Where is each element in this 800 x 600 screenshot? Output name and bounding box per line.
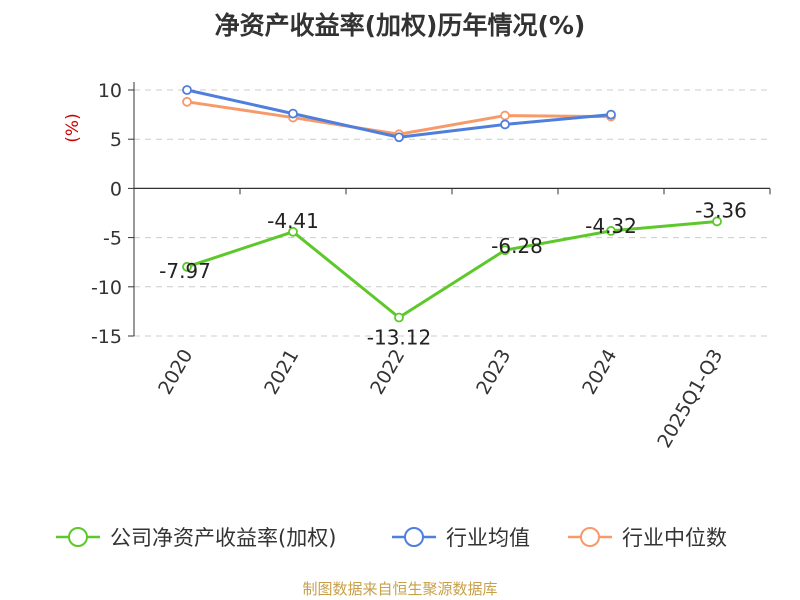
x-tick-label: 2020 (154, 346, 197, 399)
x-tick-labels: 2020 2021 2022 2023 2024 2025Q1-Q3 (154, 346, 727, 452)
y-tick-label: -10 (91, 277, 122, 299)
data-label: -3.36 (695, 198, 747, 222)
data-label: -4.32 (585, 214, 637, 238)
data-label: -4.41 (267, 209, 319, 233)
data-labels: -7.97 -4.41 -13.12 -6.28 -4.32 -3.36 (159, 198, 747, 349)
data-point (500, 245, 510, 256)
data-point (182, 261, 192, 272)
grid-lines (134, 89, 770, 337)
y-tick-label: -15 (91, 326, 122, 348)
source-note: 制图数据来自恒生聚源数据库 (302, 580, 498, 598)
data-point (182, 96, 192, 107)
x-tick-label: 2023 (472, 346, 515, 399)
x-tick-label: 2024 (578, 346, 621, 399)
data-point (606, 226, 616, 236)
legend-marker (68, 527, 88, 547)
series-line (186, 219, 718, 320)
series-group (182, 85, 722, 323)
x-tick-label: 2025Q1-Q3 (653, 346, 727, 452)
data-label: -6.28 (491, 234, 543, 258)
data-point (182, 85, 192, 95)
legend-label: 公司净资产收益率(加权) (110, 526, 336, 550)
data-label: -13.12 (367, 326, 431, 350)
data-label: -7.97 (159, 259, 211, 283)
legend: 公司净资产收益率(加权) 行业均值 行业中位数 (56, 526, 727, 550)
data-point (500, 119, 510, 130)
legend-marker (580, 527, 600, 547)
data-point (394, 132, 404, 143)
y-tick-label: 0 (110, 178, 122, 200)
legend-label: 行业均值 (446, 526, 530, 550)
data-point (394, 312, 404, 323)
data-point (606, 109, 616, 120)
data-point (288, 226, 298, 237)
x-tick-label: 2022 (366, 346, 409, 399)
data-point (712, 216, 722, 227)
y-axis-label: (%) (63, 113, 83, 142)
y-tick-label: -5 (103, 228, 122, 250)
legend-label: 行业中位数 (622, 526, 727, 550)
y-tick-label: 5 (110, 129, 122, 151)
data-point (500, 110, 510, 121)
y-tick-labels: 10 5 0 -5 -10 -15 (91, 80, 122, 348)
chart-title: 净资产收益率(加权)历年情况(%) (214, 11, 586, 40)
axes (128, 82, 771, 337)
x-tick-label: 2021 (260, 346, 303, 399)
legend-marker (404, 527, 424, 547)
data-point (288, 108, 298, 119)
y-tick-label: 10 (98, 80, 122, 102)
